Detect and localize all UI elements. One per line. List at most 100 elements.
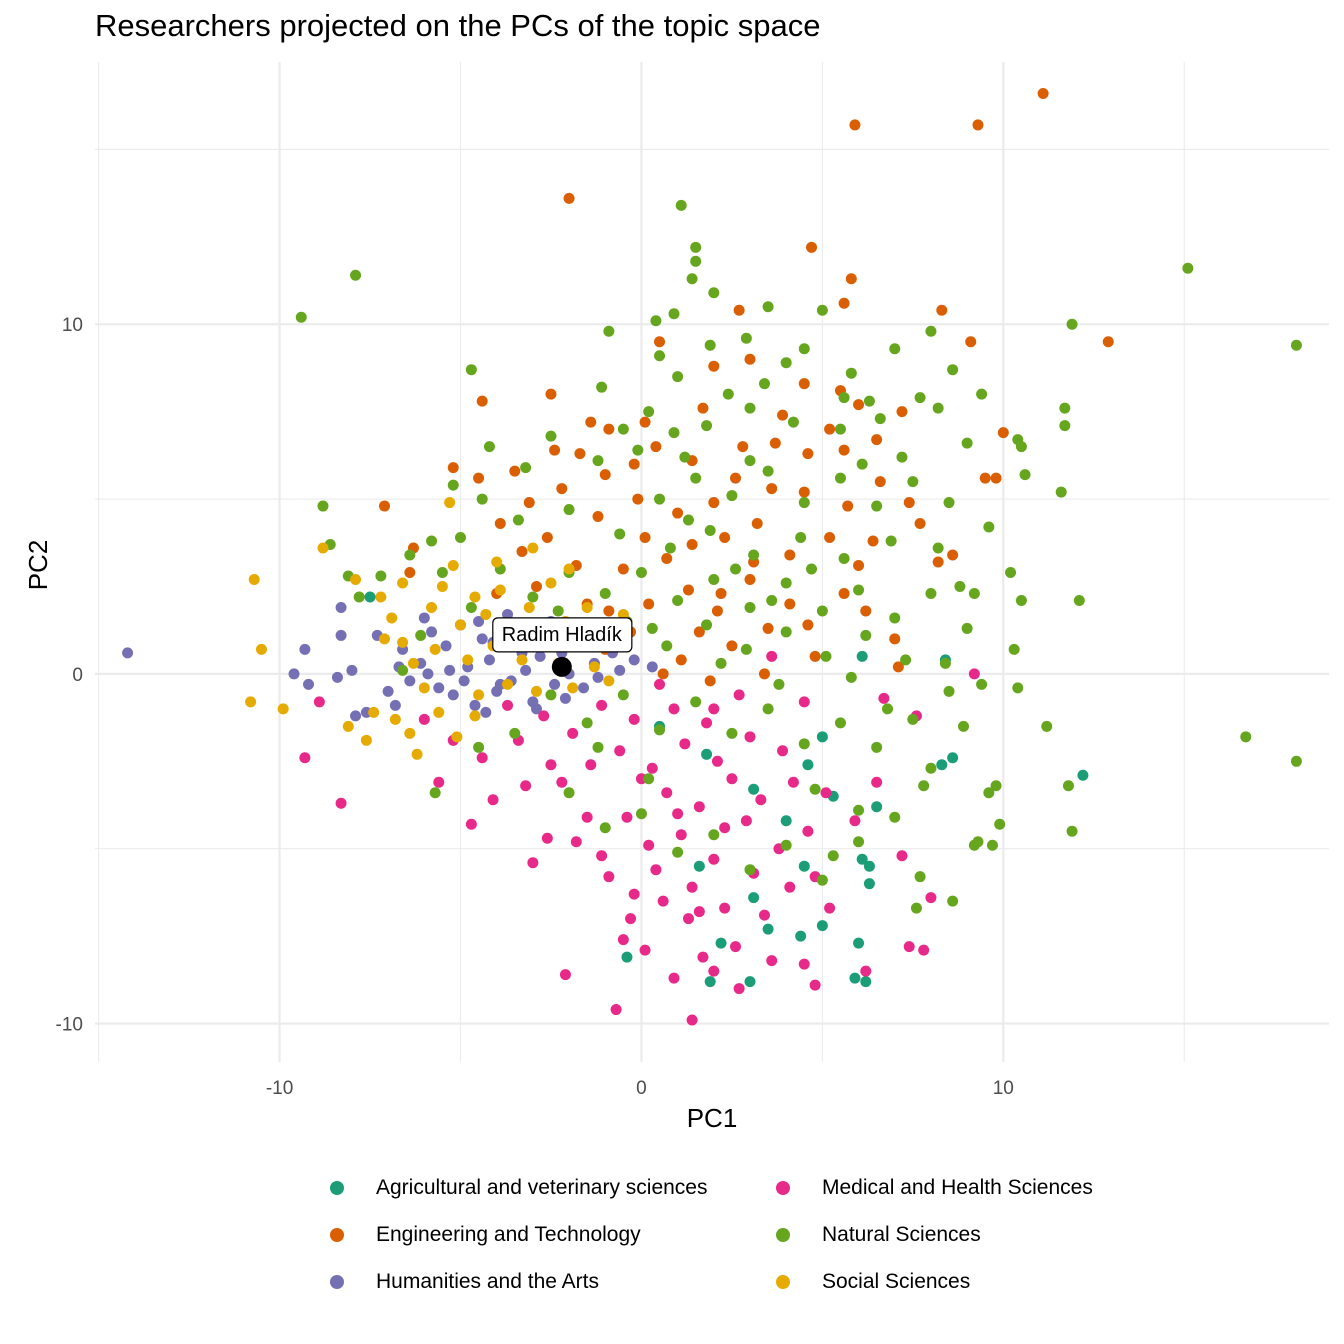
data-point	[639, 532, 651, 544]
data-point	[567, 727, 579, 739]
data-point	[426, 535, 438, 547]
data-point	[523, 497, 535, 509]
data-point	[845, 367, 857, 379]
data-point	[350, 710, 362, 722]
data-point	[686, 273, 698, 285]
data-point	[1008, 643, 1020, 655]
data-point	[693, 626, 705, 638]
data-point	[762, 465, 774, 477]
data-point	[668, 308, 680, 320]
data-point	[473, 472, 485, 484]
data-point	[502, 699, 514, 711]
data-point	[914, 392, 926, 404]
data-point	[777, 745, 789, 757]
data-point	[657, 668, 669, 680]
data-point	[798, 696, 810, 708]
chart-title: Researchers projected on the PCs of the …	[95, 8, 821, 43]
data-point	[874, 413, 886, 425]
data-point	[650, 315, 662, 327]
data-point	[603, 675, 615, 687]
data-point	[404, 727, 416, 739]
data-point	[755, 794, 767, 806]
data-point	[701, 420, 713, 432]
data-point	[733, 304, 745, 316]
data-point	[824, 532, 836, 544]
data-point	[744, 455, 756, 467]
data-point	[802, 448, 814, 460]
data-point	[918, 944, 930, 956]
data-point	[426, 601, 438, 613]
data-point	[563, 192, 575, 204]
data-point	[806, 563, 818, 575]
data-point	[914, 518, 926, 530]
data-point	[748, 783, 760, 795]
data-point	[350, 573, 362, 585]
data-point	[303, 678, 315, 690]
data-point	[635, 808, 647, 820]
data-point	[968, 839, 980, 851]
data-point	[567, 682, 579, 694]
data-point	[654, 350, 666, 362]
data-point	[248, 573, 260, 585]
data-point	[766, 955, 778, 967]
legend-item: Medical and Health Sciences	[776, 1176, 1093, 1200]
data-point	[686, 539, 698, 551]
data-point	[809, 979, 821, 991]
data-point	[632, 493, 644, 505]
data-point	[820, 787, 832, 799]
data-point	[733, 689, 745, 701]
y-tick-label: 10	[62, 315, 83, 336]
data-point	[483, 441, 495, 453]
data-point	[834, 423, 846, 435]
data-point	[758, 668, 770, 680]
y-axis-title: PC2	[23, 540, 53, 591]
data-point	[664, 542, 676, 554]
data-point	[404, 675, 416, 687]
data-point	[679, 451, 691, 463]
data-point	[704, 525, 716, 537]
data-point	[639, 944, 651, 956]
data-point	[871, 741, 883, 753]
data-point	[379, 500, 391, 512]
data-point	[947, 752, 959, 764]
data-point	[990, 472, 1002, 484]
data-point	[1005, 566, 1017, 578]
data-point	[668, 972, 680, 984]
data-point	[943, 497, 955, 509]
data-point	[986, 839, 998, 851]
data-point	[925, 587, 937, 599]
data-point	[603, 605, 615, 617]
data-point	[871, 500, 883, 512]
data-point	[708, 853, 720, 865]
data-point	[617, 934, 629, 946]
data-point	[530, 580, 542, 592]
data-point	[476, 493, 488, 505]
data-point	[972, 119, 984, 131]
data-point	[245, 696, 257, 708]
data-point	[907, 476, 919, 488]
data-point	[856, 853, 868, 865]
legend-key	[776, 1228, 790, 1242]
data-point	[1037, 87, 1049, 99]
data-point	[610, 1004, 622, 1016]
data-point	[787, 776, 799, 788]
data-point	[882, 703, 894, 715]
data-point	[690, 255, 702, 267]
data-point	[704, 339, 716, 351]
data-point	[675, 654, 687, 666]
legend-item: Natural Sciences	[776, 1223, 981, 1247]
data-point	[856, 650, 868, 662]
data-point	[473, 741, 485, 753]
data-point	[730, 941, 742, 953]
data-point	[397, 664, 409, 676]
x-tick-label: -10	[266, 1078, 293, 1099]
data-point	[773, 678, 785, 690]
data-point	[896, 406, 908, 418]
data-point	[654, 336, 666, 348]
data-point	[625, 913, 637, 925]
data-point	[368, 706, 380, 718]
data-point	[661, 640, 673, 652]
data-point	[592, 455, 604, 467]
data-point	[675, 829, 687, 841]
